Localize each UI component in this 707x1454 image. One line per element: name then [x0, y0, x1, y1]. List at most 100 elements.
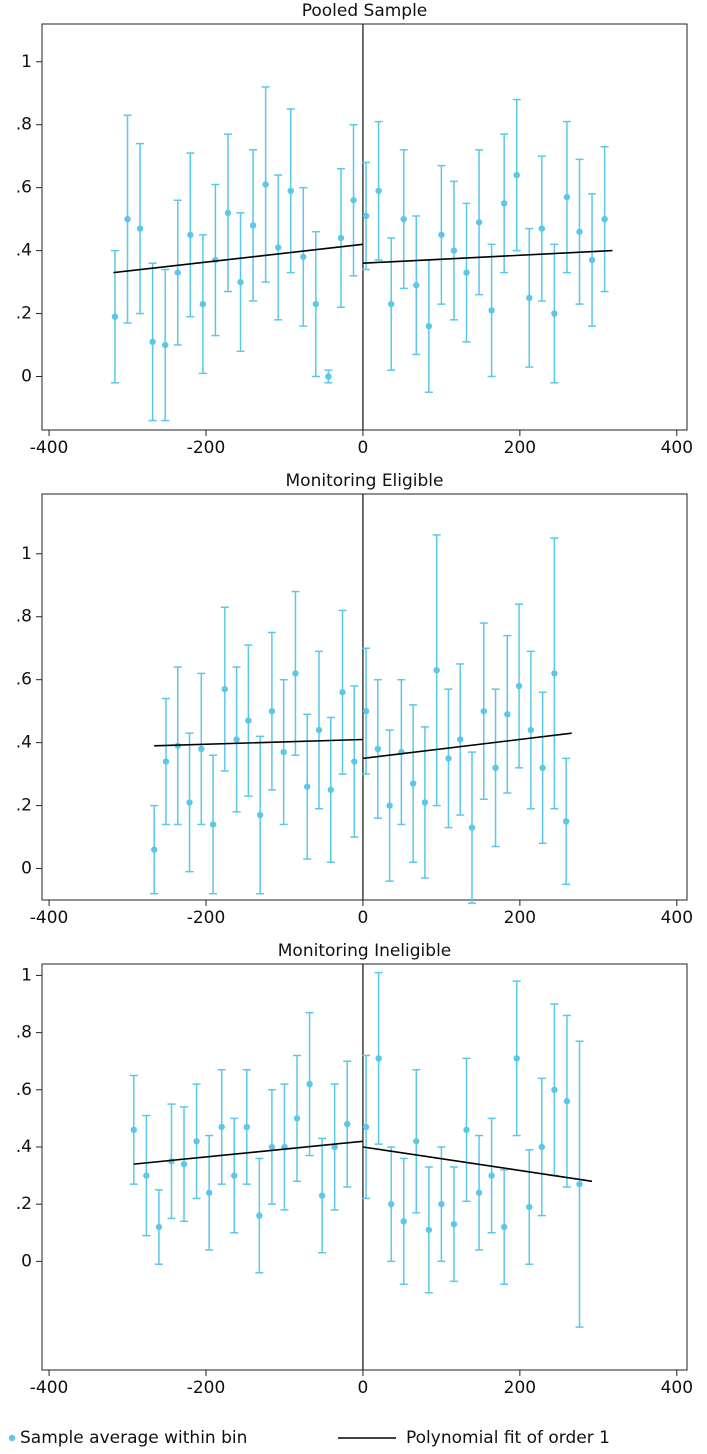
x-tick-label: -400 [30, 908, 69, 928]
y-tick-label: .2 [16, 1194, 32, 1214]
point [256, 1212, 263, 1219]
point [292, 670, 299, 677]
point [205, 1189, 213, 1196]
point [588, 256, 596, 264]
point [421, 799, 429, 806]
x-tick-label: 400 [661, 1378, 693, 1398]
point [463, 269, 470, 276]
point [151, 846, 158, 853]
point [425, 322, 433, 330]
point [174, 269, 181, 276]
point [218, 1123, 225, 1131]
point [539, 764, 546, 772]
y-tick-label: 1 [21, 52, 32, 72]
point [538, 1143, 546, 1151]
point [400, 215, 407, 223]
x-tick-label: 200 [504, 908, 536, 928]
x-tick-label: 0 [358, 1378, 369, 1398]
point [386, 802, 393, 809]
point [445, 755, 452, 762]
y-tick-label: .4 [16, 733, 32, 753]
point [463, 1126, 470, 1134]
point [375, 1055, 382, 1062]
point [304, 783, 311, 790]
point [249, 222, 257, 229]
x-tick-label: -200 [187, 438, 226, 458]
point [362, 212, 370, 220]
point [387, 300, 395, 308]
point [149, 338, 156, 346]
y-tick-label: .2 [16, 304, 32, 324]
y-tick-label: 0 [21, 1251, 32, 1271]
point [245, 717, 252, 724]
x-tick-label: 0 [358, 908, 369, 928]
point [337, 234, 345, 242]
fit-line [133, 1140, 593, 1183]
point [538, 225, 546, 232]
point [500, 1223, 508, 1231]
point [526, 1203, 533, 1211]
y-tick-label: .4 [16, 241, 32, 261]
y-tick-label: .6 [16, 1080, 32, 1100]
fit-line [113, 243, 613, 274]
point [187, 231, 194, 239]
x-tick-label: -400 [30, 438, 69, 458]
x-tick-label: 400 [661, 908, 693, 928]
point [562, 818, 570, 825]
point [262, 181, 269, 188]
y-tick-label: 0 [21, 859, 32, 879]
x-tick-label: -400 [30, 1378, 69, 1398]
point [375, 187, 382, 195]
point [468, 824, 476, 831]
point [339, 689, 346, 696]
point [325, 373, 332, 380]
y-tick-label: .2 [16, 796, 32, 816]
point [362, 1123, 370, 1131]
point [186, 799, 193, 806]
point [143, 1172, 150, 1179]
point [576, 228, 583, 235]
point [504, 711, 511, 718]
point [492, 764, 499, 772]
point [327, 786, 334, 794]
point [563, 193, 571, 201]
point [130, 1126, 138, 1134]
panel-title: Monitoring Ineligible [278, 941, 452, 961]
y-tick-label: 0 [21, 366, 32, 386]
point [475, 219, 483, 226]
point [280, 748, 287, 756]
point [551, 670, 558, 677]
point [450, 247, 458, 254]
legend-label: Sample average within bin [20, 1428, 247, 1448]
point [425, 1226, 433, 1234]
point [198, 745, 205, 753]
point [231, 1172, 238, 1179]
point [233, 736, 240, 743]
point [601, 215, 608, 223]
point [374, 745, 382, 753]
plot-frame [41, 963, 688, 1371]
fit-line [154, 732, 572, 760]
y-tick-label: .8 [16, 607, 32, 627]
point [274, 244, 282, 251]
legend-marker [8, 1434, 16, 1442]
panel-title: Pooled Sample [302, 1, 428, 21]
point [387, 1200, 395, 1208]
point [409, 780, 417, 787]
point [318, 1192, 326, 1199]
point [563, 1098, 571, 1105]
point [162, 758, 170, 765]
point [413, 282, 420, 289]
point [312, 300, 320, 308]
point [513, 1055, 520, 1062]
point [576, 1180, 583, 1188]
point [513, 171, 520, 179]
y-tick-label: .8 [16, 1023, 32, 1043]
point [475, 1189, 483, 1196]
x-tick-label: -200 [187, 908, 226, 928]
point [293, 1115, 301, 1122]
x-tick-label: 200 [504, 1378, 536, 1398]
legend-label: Polynomial fit of order 1 [406, 1428, 610, 1448]
point [400, 1218, 407, 1225]
